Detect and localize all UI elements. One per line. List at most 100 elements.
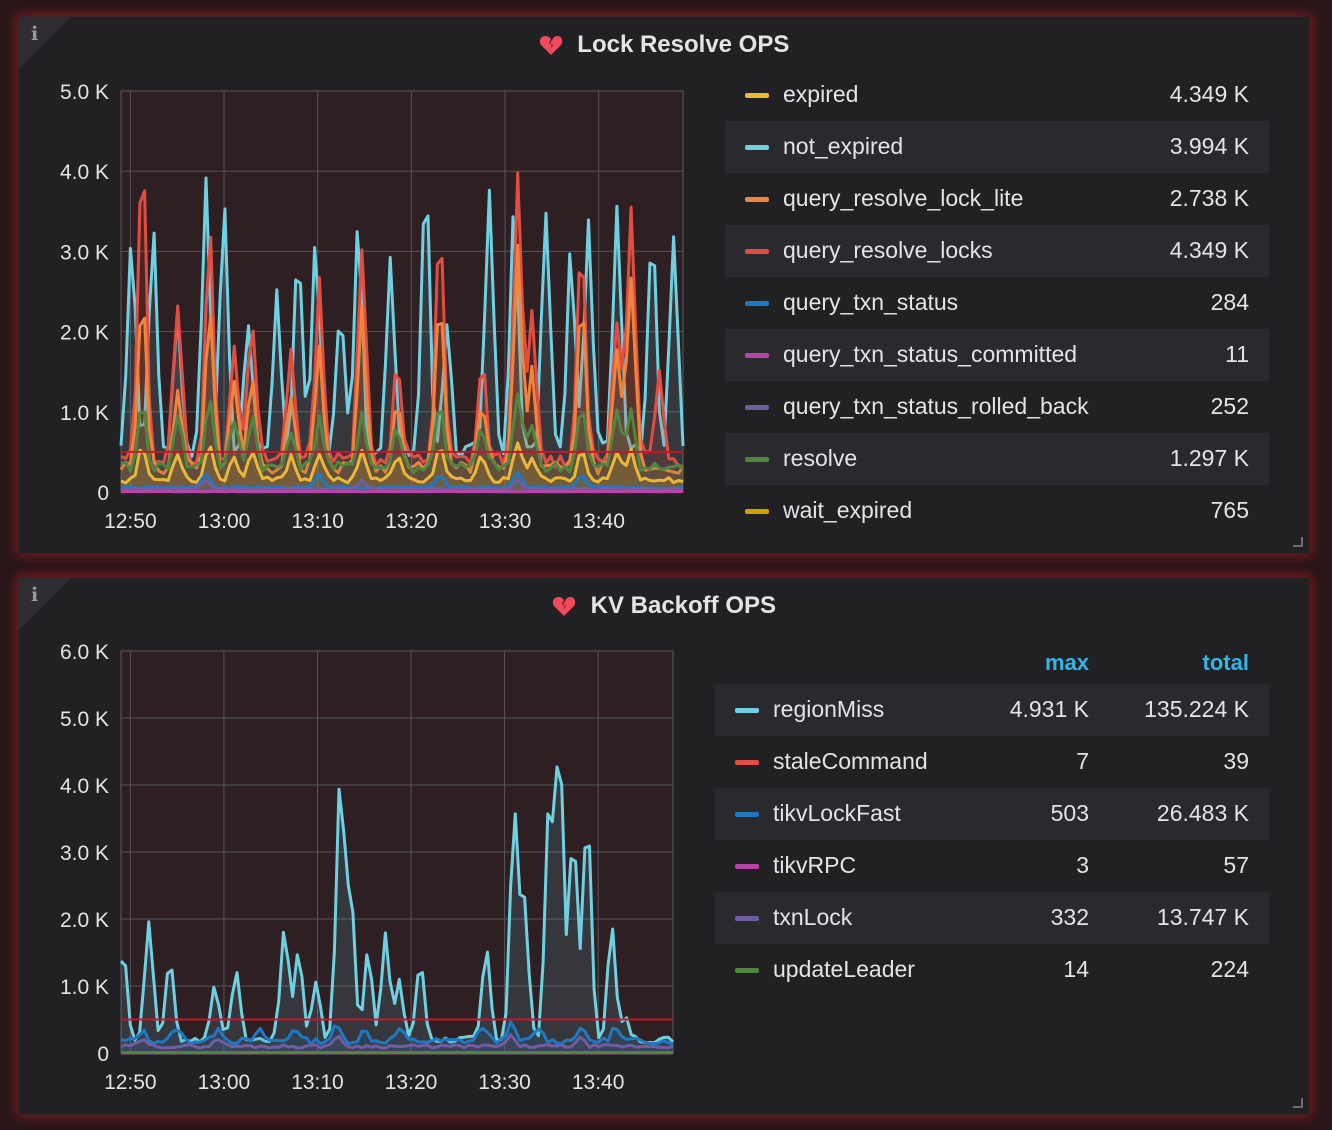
legend-swatch[interactable] bbox=[735, 916, 759, 921]
legend-swatch[interactable] bbox=[735, 812, 759, 817]
legend-series-name[interactable]: query_txn_status_rolled_back bbox=[783, 393, 1089, 419]
legend-series-name[interactable]: not_expired bbox=[783, 133, 904, 159]
legend-item-wait_expired[interactable]: wait_expired 765 bbox=[725, 485, 1269, 537]
legend-series-name[interactable]: query_resolve_locks bbox=[783, 237, 993, 263]
lock-resolve-chart[interactable]: 0 1.0 K 2.0 K 3.0 K 4.0 K 5.0 K 12:50 13:00 13:1… bbox=[19, 17, 719, 555]
legend-swatch[interactable] bbox=[745, 301, 769, 306]
x-tick-label: 13:30 bbox=[479, 510, 532, 533]
kv-backoff-chart[interactable]: 0 1.0 K 2.0 K 3.0 K 4.0 K 5.0 K 6.0 K 12:50 13:0… bbox=[19, 578, 709, 1116]
legend-max-value: 332 bbox=[1050, 904, 1089, 930]
legend-swatch[interactable] bbox=[735, 864, 759, 869]
legend-swatch[interactable] bbox=[735, 968, 759, 973]
legend-header: max total bbox=[715, 640, 1269, 684]
panel-info-corner[interactable] bbox=[19, 17, 71, 69]
legend-value: 765 bbox=[1210, 497, 1249, 523]
legend-series-name[interactable]: staleCommand bbox=[773, 748, 928, 774]
legend-total-value: 13.747 K bbox=[1156, 904, 1249, 930]
legend-total-value: 135.224 K bbox=[1144, 696, 1249, 722]
broken-heart-icon bbox=[552, 596, 576, 616]
panel-title[interactable]: KV Backoff OPS bbox=[19, 592, 1309, 620]
legend-series-name[interactable]: updateLeader bbox=[773, 956, 915, 982]
legend-swatch[interactable] bbox=[745, 145, 769, 150]
legend-swatch[interactable] bbox=[745, 353, 769, 358]
legend-col-max[interactable]: max bbox=[1044, 650, 1089, 675]
legend-value: 4.349 K bbox=[1169, 237, 1249, 263]
y-tick-label: 5.0 K bbox=[60, 708, 109, 731]
legend-swatch[interactable] bbox=[745, 457, 769, 462]
y-tick-label: 1.0 K bbox=[60, 402, 109, 425]
legend-swatch[interactable] bbox=[735, 708, 759, 713]
legend-item-staleCommand[interactable]: staleCommand 7 39 bbox=[715, 736, 1269, 788]
panel-title-text: KV Backoff OPS bbox=[590, 592, 777, 619]
resize-handle[interactable] bbox=[1293, 537, 1303, 547]
x-tick-label: 13:30 bbox=[478, 1071, 531, 1094]
legend-item-regionMiss[interactable]: regionMiss 4.931 K 135.224 K bbox=[715, 684, 1269, 736]
panel-title-text: Lock Resolve OPS bbox=[577, 31, 790, 58]
series-line-tikvLockFast bbox=[120, 1020, 674, 1046]
legend-value: 2.738 K bbox=[1169, 185, 1249, 211]
legend-max-value: 3 bbox=[1076, 852, 1089, 878]
legend-max-value: 503 bbox=[1050, 800, 1089, 826]
series-line-txnLock bbox=[120, 1033, 674, 1050]
panel-title[interactable]: Lock Resolve OPS bbox=[19, 31, 1309, 59]
y-tick-label: 3.0 K bbox=[60, 241, 109, 264]
legend-item-query_resolve_lock_lite[interactable]: query_resolve_lock_lite 2.738 K bbox=[725, 173, 1269, 225]
legend-item-query_txn_status[interactable]: query_txn_status 284 bbox=[725, 277, 1269, 329]
x-tick-label: 13:20 bbox=[385, 510, 438, 533]
y-tick-label: 5.0 K bbox=[60, 81, 109, 104]
legend-swatch[interactable] bbox=[745, 197, 769, 202]
resize-handle[interactable] bbox=[1293, 1098, 1303, 1108]
x-tick-label: 13:20 bbox=[385, 1071, 438, 1094]
y-tick-label: 2.0 K bbox=[60, 909, 109, 932]
x-tick-label: 13:40 bbox=[572, 1071, 625, 1094]
info-icon[interactable]: i bbox=[31, 584, 39, 606]
legend-swatch[interactable] bbox=[745, 405, 769, 410]
legend-value: 4.349 K bbox=[1169, 81, 1249, 107]
legend-swatch[interactable] bbox=[745, 93, 769, 98]
legend-item-query_txn_status_committed[interactable]: query_txn_status_committed 11 bbox=[725, 329, 1269, 381]
legend: max total regionMiss 4.931 K 135.224 K stal… bbox=[715, 640, 1269, 996]
legend-series-name[interactable]: regionMiss bbox=[773, 696, 885, 722]
legend-item-not_expired[interactable]: not_expired 3.994 K bbox=[725, 121, 1269, 173]
legend-value: 11 bbox=[1225, 341, 1249, 367]
legend-swatch[interactable] bbox=[745, 249, 769, 254]
legend-series-name[interactable]: resolve bbox=[783, 445, 858, 471]
legend-swatch[interactable] bbox=[745, 509, 769, 514]
info-icon[interactable]: i bbox=[31, 23, 39, 45]
x-tick-label: 12:50 bbox=[104, 1071, 157, 1094]
legend-item-tikvRPC[interactable]: tikvRPC 3 57 bbox=[715, 840, 1269, 892]
legend-series-name[interactable]: expired bbox=[783, 81, 859, 107]
series-line-query_txn_status_rolled_back bbox=[120, 478, 684, 492]
legend-item-expired[interactable]: expired 4.349 K bbox=[725, 69, 1269, 121]
legend-series-name[interactable]: txnLock bbox=[773, 904, 853, 930]
legend-max-value: 14 bbox=[1063, 956, 1089, 982]
legend-total-value: 39 bbox=[1223, 748, 1249, 774]
x-tick-label: 12:50 bbox=[104, 510, 157, 533]
legend-item-tikvLockFast[interactable]: tikvLockFast 503 26.483 K bbox=[715, 788, 1269, 840]
legend-series-name[interactable]: tikvLockFast bbox=[773, 800, 901, 826]
legend-series-name[interactable]: query_resolve_lock_lite bbox=[783, 185, 1024, 211]
legend-item-txnLock[interactable]: txnLock 332 13.747 K bbox=[715, 892, 1269, 944]
legend-value: 3.994 K bbox=[1169, 133, 1249, 159]
panel-info-corner[interactable] bbox=[19, 578, 71, 630]
legend-item-query_txn_status_rolled_back[interactable]: query_txn_status_rolled_back 252 bbox=[725, 381, 1269, 433]
series-line-query_txn_status bbox=[120, 470, 684, 490]
legend-series-name[interactable]: query_txn_status bbox=[783, 289, 959, 315]
legend-series-name[interactable]: wait_expired bbox=[783, 497, 913, 523]
legend-series-name[interactable]: tikvRPC bbox=[773, 852, 857, 878]
legend-item-query_resolve_locks[interactable]: query_resolve_locks 4.349 K bbox=[725, 225, 1269, 277]
y-tick-label: 4.0 K bbox=[60, 775, 109, 798]
x-tick-label: 13:00 bbox=[198, 1071, 251, 1094]
legend-item-updateLeader[interactable]: updateLeader 14 224 bbox=[715, 944, 1269, 996]
legend-total-value: 224 bbox=[1210, 956, 1249, 982]
legend-swatch[interactable] bbox=[735, 760, 759, 765]
legend-max-value: 4.931 K bbox=[1009, 696, 1089, 722]
series-line-query_resolve_lock_lite bbox=[119, 243, 685, 476]
legend-max-value: 7 bbox=[1076, 748, 1089, 774]
legend-item-resolve[interactable]: resolve 1.297 K bbox=[725, 433, 1269, 485]
legend-series-name[interactable]: query_txn_status_committed bbox=[783, 341, 1078, 367]
legend-col-total[interactable]: total bbox=[1202, 650, 1249, 675]
legend-total-value: 26.483 K bbox=[1156, 800, 1249, 826]
y-tick-label: 2.0 K bbox=[60, 322, 109, 345]
x-tick-label: 13:10 bbox=[291, 510, 344, 533]
